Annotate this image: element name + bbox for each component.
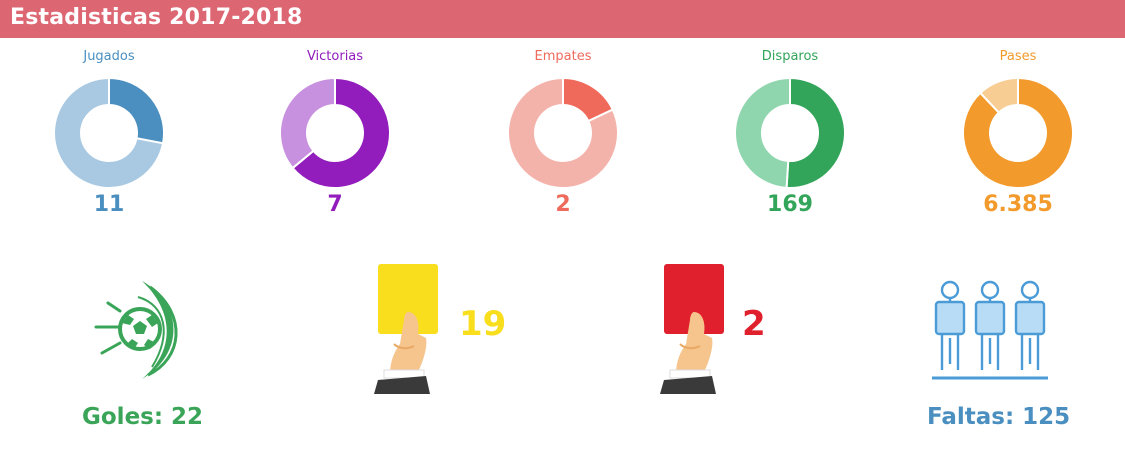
red-card-count: 2: [742, 304, 766, 344]
header-bar: Estadisticas 2017-2018: [0, 0, 1125, 38]
donut-title: Jugados: [83, 49, 135, 64]
donut-slice-primary: [963, 78, 1073, 188]
donut-value: 7: [327, 192, 343, 217]
donut-jugados: Jugados 11: [34, 48, 184, 228]
defensive-wall-icon: [928, 278, 1052, 382]
donut-slice-secondary: [978, 78, 1019, 115]
donut-slice-primary: [291, 78, 390, 188]
donut-title: Disparos: [761, 49, 819, 64]
donut-title: Pases: [999, 49, 1037, 64]
donut-slice-secondary: [54, 78, 164, 188]
donut-slice-secondary: [735, 78, 791, 188]
yellow-card-icon: [372, 262, 452, 394]
donut-value: 2: [555, 192, 571, 217]
donut-value: 169: [767, 192, 813, 217]
donut-slice-primary: [108, 78, 164, 145]
goles-label: Goles: 22: [82, 404, 204, 430]
donut-chart: [508, 78, 618, 188]
donut-slice-secondary: [508, 78, 618, 188]
faltas-label: Faltas: 125: [927, 404, 1071, 430]
donut-chart: [54, 78, 164, 188]
donut-victorias: Victorias 7: [260, 48, 410, 228]
page-title: Estadisticas 2017-2018: [10, 5, 303, 30]
red-card-icon: [658, 262, 738, 394]
donut-value: 11: [93, 192, 125, 217]
donut-pases: Pases 6.385: [943, 48, 1093, 228]
donut-chart: [735, 78, 845, 188]
donut-slice-secondary: [280, 78, 336, 170]
donut-chart: [963, 78, 1073, 188]
donut-slice-primary: [785, 78, 845, 188]
yellow-card-count: 19: [459, 304, 507, 344]
donut-value: 6.385: [983, 192, 1053, 217]
donut-empates: Empates 2: [488, 48, 638, 228]
soccer-ball-goal-icon: [90, 275, 200, 385]
donut-disparos: Disparos 169: [715, 48, 865, 228]
donut-title: Empates: [534, 49, 592, 64]
donut-chart: [280, 78, 390, 188]
donut-title: Victorias: [306, 49, 364, 64]
